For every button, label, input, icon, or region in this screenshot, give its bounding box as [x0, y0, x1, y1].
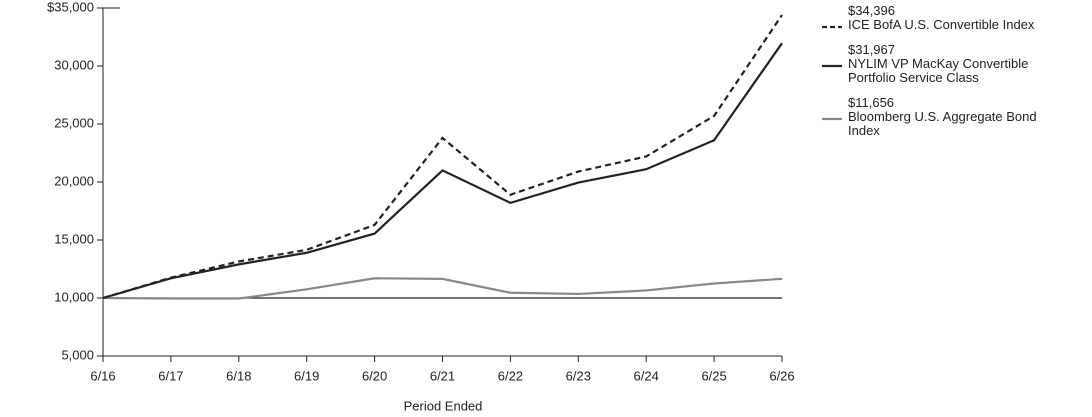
y-tick-label: 25,000 [54, 115, 94, 130]
legend-label: NYLIM VP MacKay Convertible Portfolio Se… [848, 56, 1029, 85]
x-tick-label: 6/19 [294, 368, 319, 383]
legend-item: $34,396 ICE BofA U.S. Convertible Index [822, 4, 1053, 32]
value-label: $34,396 [848, 3, 895, 18]
x-tick-label: 6/18 [226, 368, 251, 383]
legend-swatch [822, 117, 842, 121]
x-tick-label: 6/17 [158, 368, 183, 383]
y-tick-label: 20,000 [54, 173, 94, 188]
legend: $34,396 ICE BofA U.S. Convertible Index $3… [822, 4, 1062, 149]
legend-swatch [822, 64, 842, 68]
x-tick-label: 6/16 [90, 368, 115, 383]
x-tick-label: 6/21 [430, 368, 455, 383]
series-line [102, 14, 783, 300]
x-axis-label: Period Ended [404, 398, 483, 413]
legend-label: ICE BofA U.S. Convertible Index [848, 17, 1035, 32]
legend-swatch [822, 25, 842, 29]
value-label: $31,967 [848, 42, 895, 57]
x-tick-label: 6/25 [701, 368, 726, 383]
legend-label: Bloomberg U.S. Aggregate Bond Index [848, 109, 1037, 138]
x-tick-label: 6/22 [498, 368, 523, 383]
y-tick-label: 15,000 [54, 231, 94, 246]
y-tick-label: 30,000 [54, 57, 94, 72]
y-tick-label: 5,000 [61, 347, 94, 362]
x-tick-label: 6/26 [769, 368, 794, 383]
x-tick-label: 6/24 [634, 368, 659, 383]
chart: Period Ended 5,000 10,000 15,000 20,000 25,0… [47, 0, 795, 413]
x-tick-label: 6/20 [362, 368, 387, 383]
y-tick-label: $35,000 [47, 0, 94, 14]
series-line [102, 42, 783, 300]
x-tick-label: 6/23 [566, 368, 591, 383]
legend-item: $31,967 NYLIM VP MacKay Convertible Portf… [822, 43, 1053, 85]
y-tick-label: 10,000 [54, 289, 94, 304]
legend-item: $11,656 Bloomberg U.S. Aggregate Bond Ind… [822, 96, 1053, 138]
value-label: $11,656 [848, 95, 895, 110]
series-line [102, 277, 783, 300]
